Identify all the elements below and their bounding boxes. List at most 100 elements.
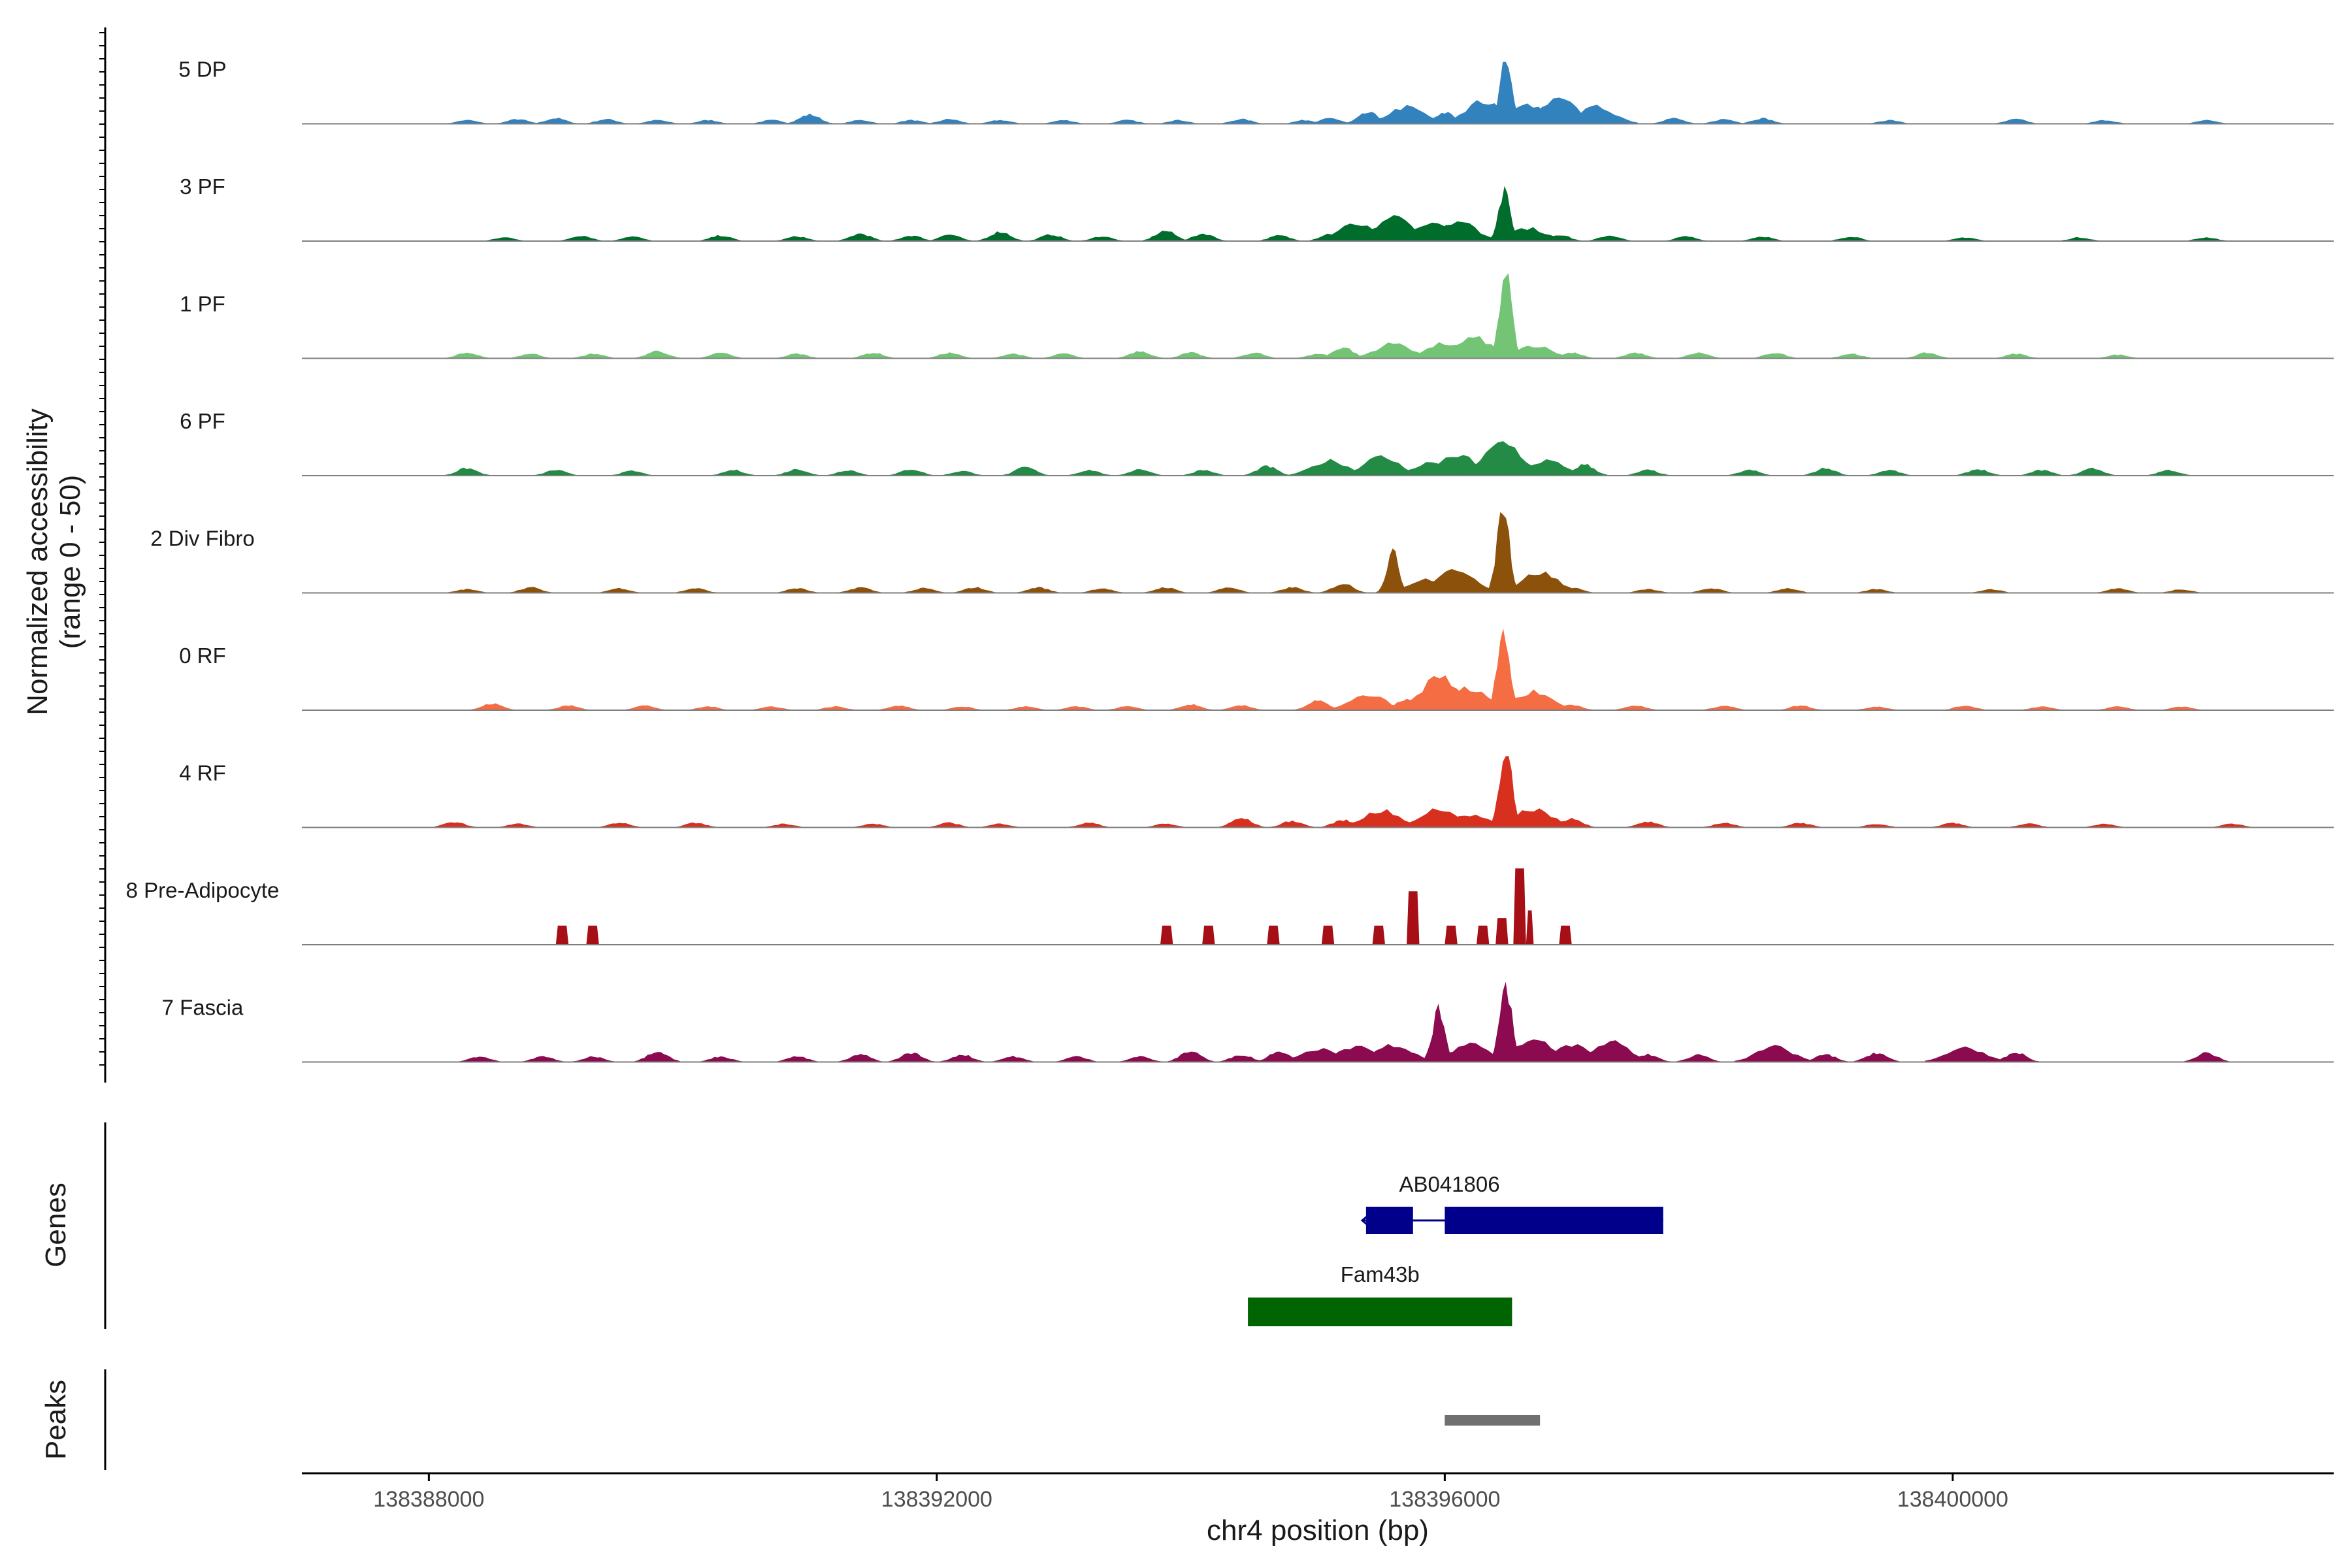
coverage-peak	[1676, 352, 1722, 359]
coverage-peak	[1752, 353, 1798, 359]
coverage-peak	[1828, 353, 1874, 359]
coverage-peak	[1218, 118, 1265, 124]
coverage-peak	[1499, 571, 1581, 593]
coverage-peak	[1142, 823, 1188, 828]
coverage-peak	[1993, 1053, 2040, 1062]
coverage-peak	[1866, 120, 1912, 124]
coverage-peak	[761, 823, 808, 828]
coverage-peak	[532, 118, 579, 124]
coverage-peak	[1218, 1055, 1265, 1062]
coverage-peak	[1231, 352, 1277, 359]
track-label: 5 DP	[178, 57, 226, 82]
gene-label: AB041806	[1399, 1172, 1499, 1196]
coverage-peak	[444, 120, 490, 124]
coverage-peak	[1942, 706, 1989, 710]
coverage-peak	[774, 1056, 821, 1062]
coverage-peak	[1002, 706, 1049, 710]
coverage-peak	[1416, 221, 1499, 241]
coverage-peak	[2082, 823, 2129, 828]
coverage-peak	[2158, 589, 2204, 593]
coverage-peak	[1676, 1054, 1722, 1062]
coverage-block	[1495, 918, 1509, 945]
track-label: 8 Pre-Adipocyte	[126, 878, 280, 902]
coverage-peak	[2006, 823, 2052, 828]
coverage-peak	[977, 120, 1024, 124]
coverage-peak	[1429, 1042, 1511, 1062]
coverage-peak	[457, 1056, 503, 1062]
coverage-peak	[1418, 1004, 1459, 1062]
coverage-peak	[1569, 1040, 1651, 1062]
coverage-peak	[926, 822, 973, 828]
coverage-peak	[1612, 706, 1658, 710]
track-label: 6 PF	[180, 409, 225, 433]
coverage-peak	[685, 120, 731, 124]
coverage-peak	[2158, 706, 2204, 710]
coverage-peak	[977, 823, 1024, 828]
coverage-peak	[990, 353, 1036, 359]
coverage-peak	[1493, 689, 1575, 710]
coverage-peak	[546, 705, 592, 710]
peak-region	[1445, 1415, 1541, 1426]
coverage-peak	[685, 706, 731, 710]
coverage-peak	[1854, 1053, 1900, 1062]
coverage-peak	[838, 1054, 884, 1062]
y-axis-title: Normalized accessibility	[22, 408, 54, 715]
coverage-peak	[621, 705, 668, 710]
coverage-peak	[749, 120, 795, 124]
coverage-peak	[1505, 459, 1588, 476]
coverage-peak	[1340, 809, 1422, 828]
coverage-peak	[889, 235, 934, 241]
coverage-peak	[1904, 352, 1950, 359]
y-axis-subtitle: (range 0 - 50)	[54, 475, 86, 649]
track-3-pf: 3 PF	[180, 174, 2334, 242]
coverage-peak	[571, 353, 617, 359]
coverage-peak	[1041, 353, 1087, 359]
coverage-peak	[1854, 706, 1900, 710]
coverage-peak	[495, 823, 541, 828]
coverage-block	[1559, 925, 1572, 945]
coverage-peak	[1218, 705, 1265, 710]
coverage-peak	[1485, 273, 1526, 359]
coverage-peak	[1053, 1056, 1100, 1062]
x-tick-label: 138400000	[1897, 1487, 2008, 1512]
coverage-peak	[444, 467, 490, 476]
coverage-peak	[774, 236, 821, 241]
coverage-peak	[1015, 587, 1062, 593]
track-label: 0 RF	[179, 644, 226, 668]
coverage-peak	[1777, 823, 1823, 828]
coverage-peak	[875, 705, 922, 710]
coverage-peak	[2183, 120, 2230, 124]
coverage-peak	[634, 120, 681, 124]
coverage-peak	[1155, 120, 1201, 124]
coverage-block	[1202, 925, 1215, 945]
coverage-peak	[1328, 695, 1409, 710]
coverage-block	[1476, 925, 1490, 945]
coverage-block	[1160, 925, 1173, 945]
coverage-peak	[1066, 469, 1113, 476]
coverage-peak	[469, 703, 515, 710]
coverage-peak	[1625, 821, 1671, 828]
coverage-peak	[901, 587, 947, 593]
coverage-peak	[889, 1053, 934, 1062]
coverage-peak	[1650, 118, 1697, 124]
coverage-peak	[2069, 467, 2115, 476]
coverage-peak	[850, 823, 896, 828]
coverage-peak	[1416, 568, 1499, 593]
coverage-peak	[1066, 823, 1113, 828]
coverage-peak	[1462, 441, 1544, 476]
coverage-peak	[838, 587, 884, 593]
coverage-block	[1526, 910, 1534, 945]
gene-exon	[1365, 1207, 1413, 1234]
peaks-axis-title: Peaks	[40, 1380, 72, 1460]
gene-track: AB041806 Fam43b	[1248, 1172, 1663, 1326]
coverage-peak	[1726, 469, 1772, 476]
coverage-peak	[1104, 706, 1151, 710]
coverage-block	[586, 925, 599, 945]
coverage-peak	[1803, 1054, 1849, 1062]
coverage-block	[1267, 925, 1280, 945]
coverage-peak	[1493, 346, 1575, 359]
coverage-peak	[596, 823, 642, 828]
coverage-peak	[507, 353, 553, 359]
coverage-peak	[634, 1052, 681, 1062]
